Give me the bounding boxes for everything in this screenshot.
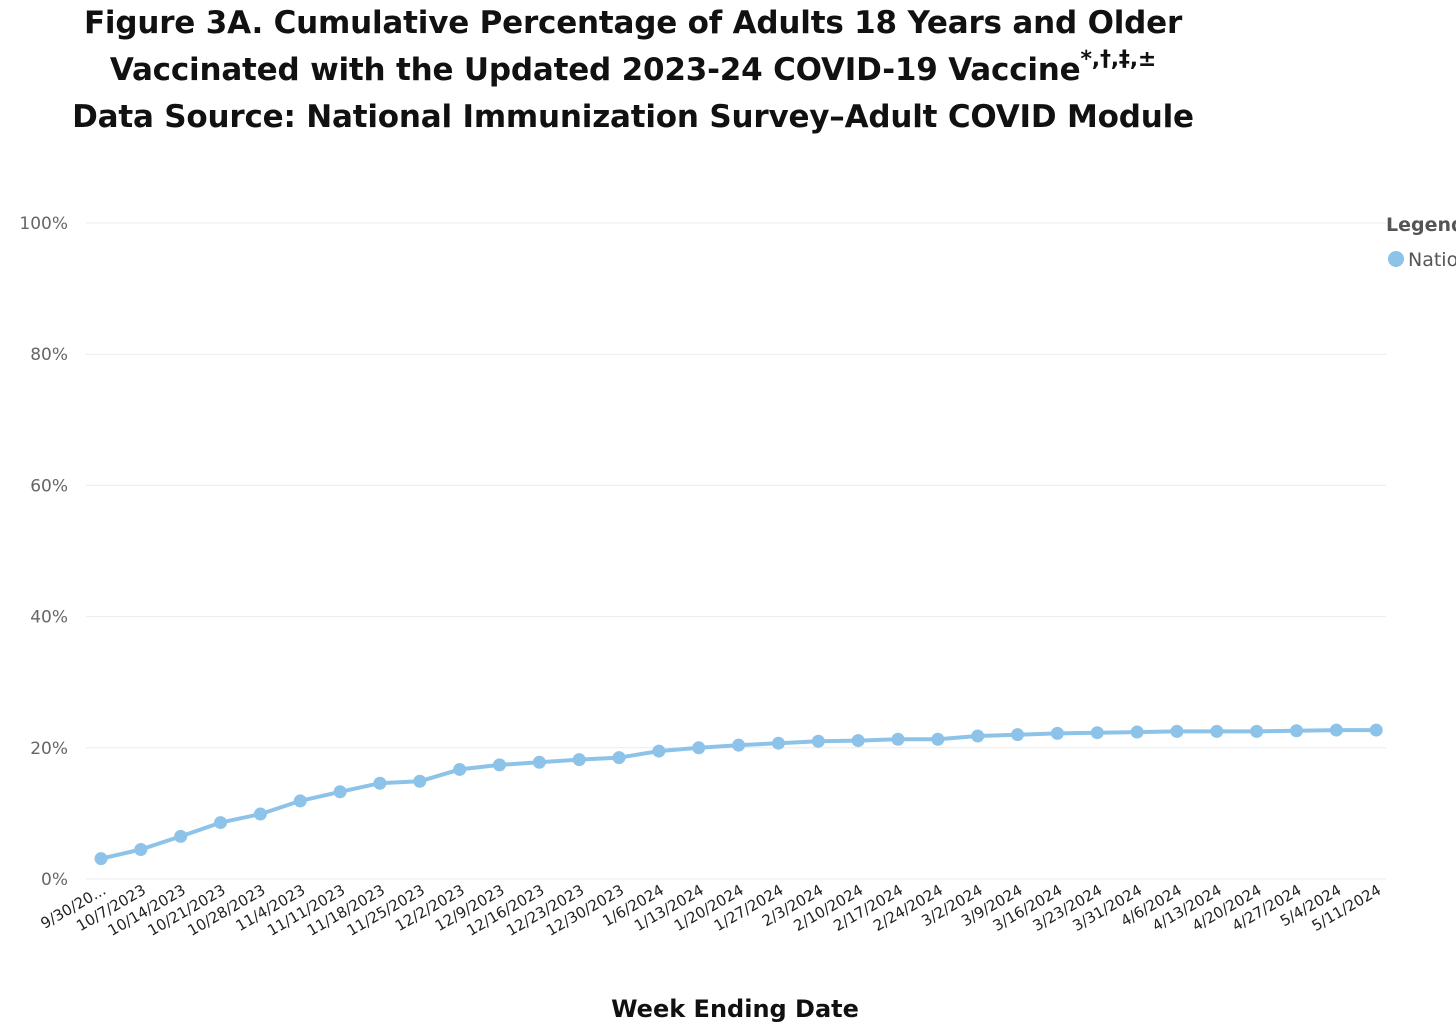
x-axis-label: Week Ending Date (611, 995, 859, 1023)
data-point[interactable] (971, 729, 985, 743)
data-point[interactable] (931, 732, 945, 746)
y-tick-label: 80% (30, 345, 68, 365)
legend-title: Legend (1386, 214, 1456, 236)
data-point[interactable] (532, 755, 546, 769)
data-point[interactable] (652, 744, 666, 758)
data-point[interactable] (1369, 723, 1383, 737)
legend-marker (1388, 251, 1404, 267)
data-point[interactable] (1090, 726, 1104, 740)
data-point[interactable] (612, 751, 626, 765)
series-layer (94, 723, 1383, 866)
title-line-3: Data Source: National Immunization Surve… (72, 99, 1194, 135)
data-point[interactable] (771, 736, 785, 750)
y-tick-label: 20% (30, 739, 68, 759)
data-point[interactable] (851, 734, 865, 748)
data-point[interactable] (1329, 723, 1343, 737)
data-point[interactable] (293, 794, 307, 808)
y-tick-label: 60% (30, 476, 68, 496)
chart-title: Figure 3A. Cumulative Percentage of Adul… (0, 0, 1266, 141)
data-point[interactable] (493, 758, 506, 772)
data-point[interactable] (811, 734, 825, 748)
data-point[interactable] (253, 807, 267, 821)
data-point[interactable] (134, 842, 148, 856)
title-line-2-text: Vaccinated with the Updated 2023-24 COVI… (109, 52, 1081, 88)
data-point[interactable] (1250, 724, 1264, 738)
y-tick-label: 0% (41, 870, 68, 890)
data-point[interactable] (413, 774, 427, 788)
data-point[interactable] (1130, 725, 1144, 739)
grid-lines (86, 222, 1386, 880)
data-point[interactable] (373, 776, 387, 790)
legend-entry-label: Natio (1408, 249, 1456, 271)
data-point[interactable] (572, 753, 586, 767)
data-point[interactable] (333, 785, 347, 799)
x-axis: 9/30/20...10/7/202310/14/202310/21/20231… (38, 881, 1385, 940)
data-point[interactable] (692, 741, 706, 755)
title-footnote-marks: *,†,‡,± (1080, 47, 1157, 72)
data-point[interactable] (1050, 726, 1064, 740)
data-point[interactable] (453, 762, 467, 776)
data-point[interactable] (214, 816, 228, 830)
title-line-1: Figure 3A. Cumulative Percentage of Adul… (83, 5, 1183, 41)
y-tick-label: 100% (19, 214, 68, 234)
data-point[interactable] (732, 738, 746, 752)
y-axis: 0% 20% 40% 60% 80% 100% (19, 214, 68, 890)
data-point[interactable] (174, 829, 188, 843)
data-point[interactable] (1170, 724, 1184, 738)
legend: Legend Natio (1386, 214, 1456, 271)
y-tick-label: 40% (30, 608, 68, 628)
data-point[interactable] (94, 852, 108, 866)
data-point[interactable] (1011, 728, 1025, 742)
data-point[interactable] (1290, 724, 1303, 738)
title-line-2: Vaccinated with the Updated 2023-24 COVI… (0, 47, 1266, 94)
data-point[interactable] (891, 732, 905, 746)
data-point[interactable] (1210, 724, 1224, 738)
